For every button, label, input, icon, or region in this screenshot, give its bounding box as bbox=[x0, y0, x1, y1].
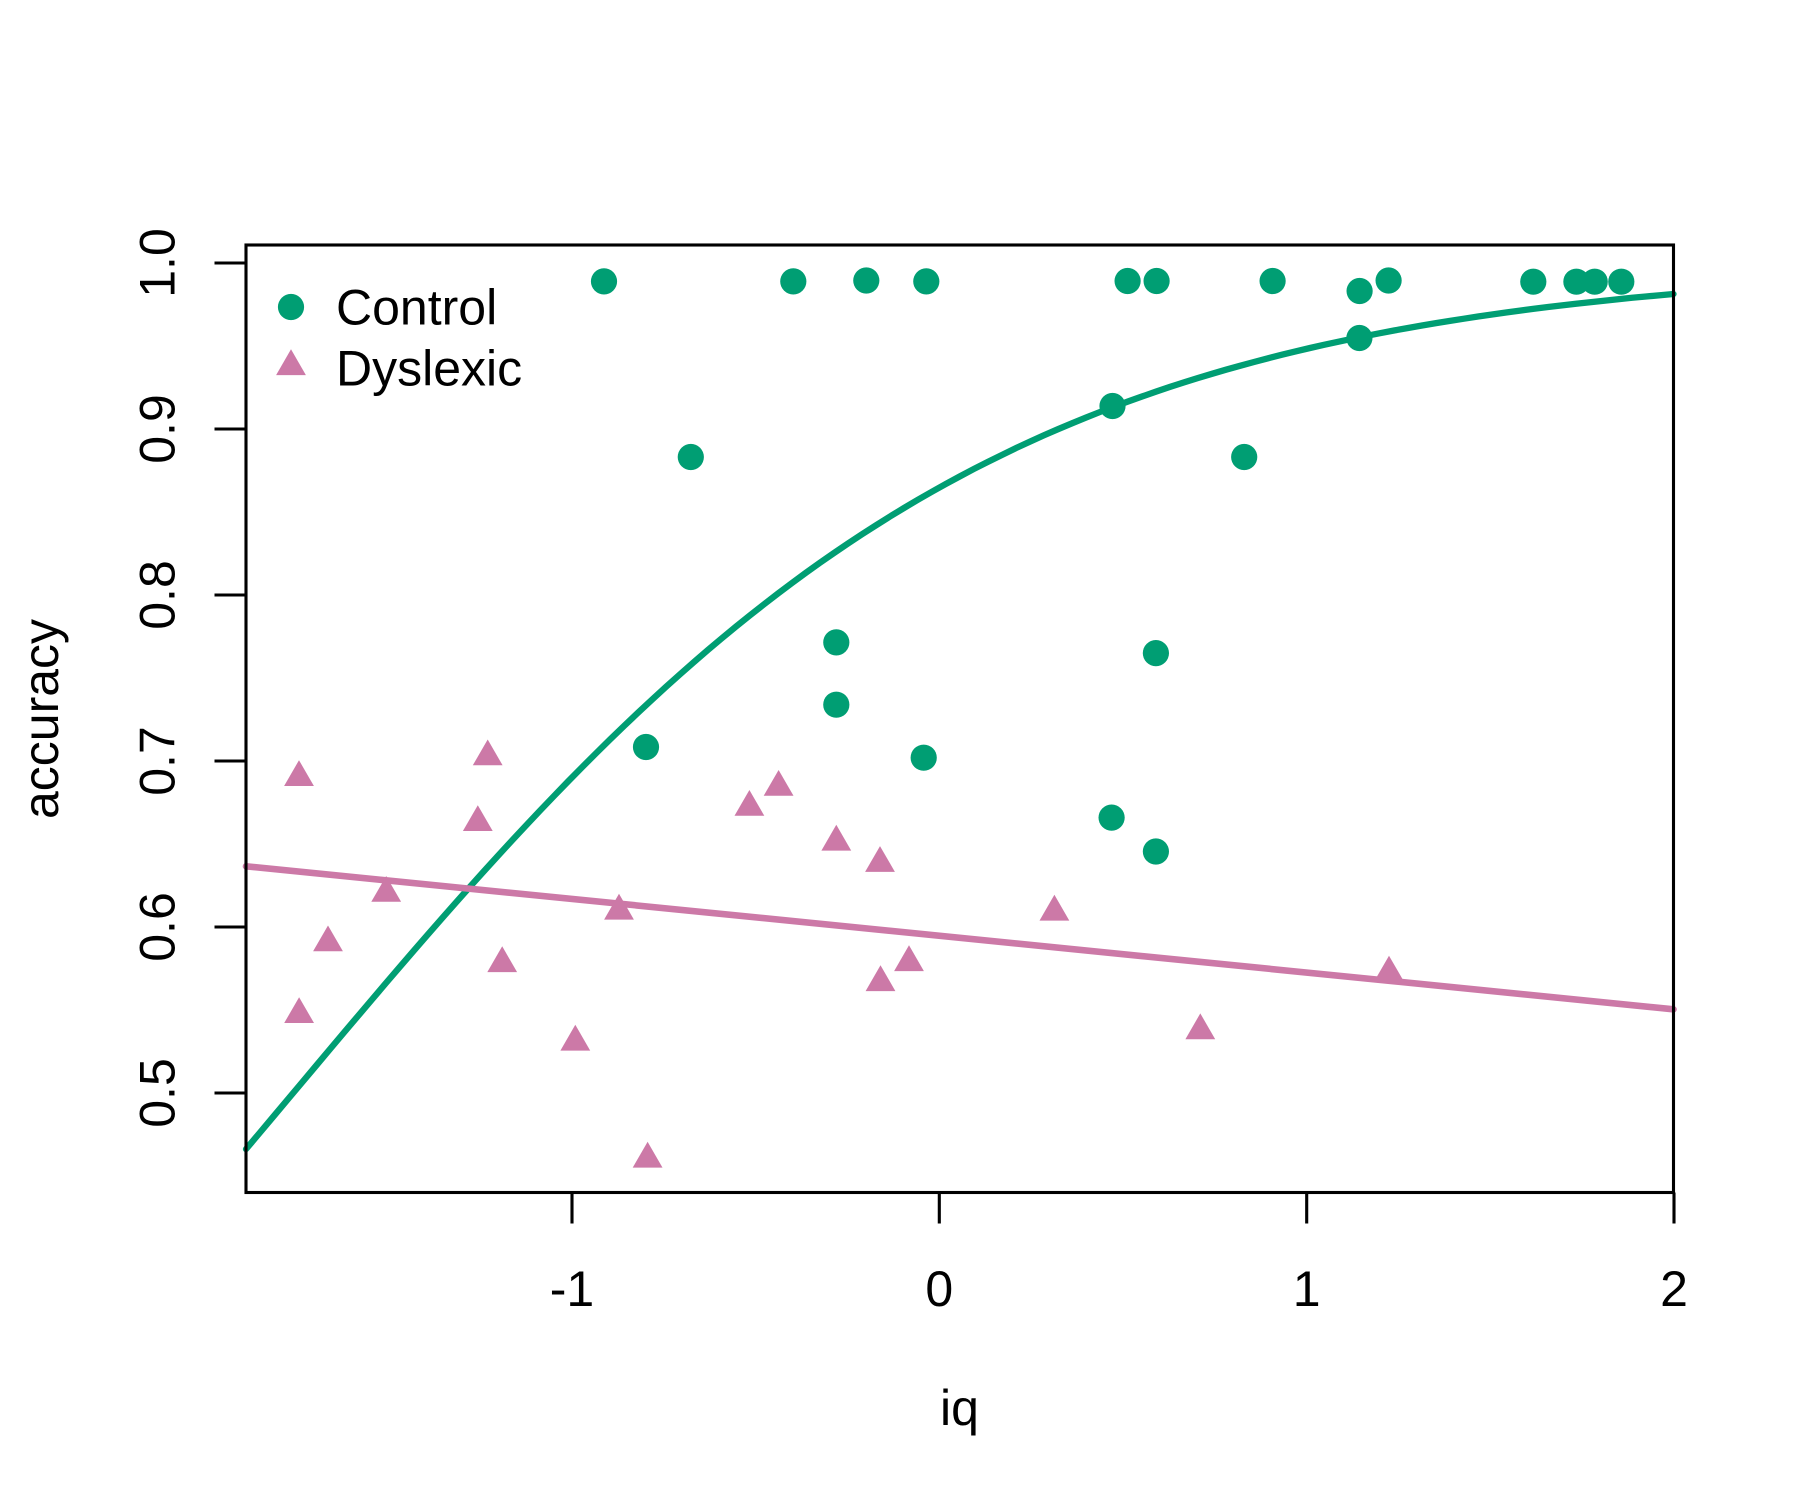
svg-text:2: 2 bbox=[1660, 1261, 1688, 1317]
svg-text:Dyslexic: Dyslexic bbox=[336, 341, 522, 397]
svg-text:1: 1 bbox=[1293, 1261, 1321, 1317]
svg-text:-1: -1 bbox=[550, 1261, 594, 1317]
svg-text:0.7: 0.7 bbox=[130, 726, 186, 796]
svg-text:0.6: 0.6 bbox=[130, 892, 186, 962]
svg-text:0.8: 0.8 bbox=[130, 560, 186, 630]
svg-text:1.0: 1.0 bbox=[130, 228, 186, 298]
svg-text:0.5: 0.5 bbox=[130, 1058, 186, 1128]
svg-text:iq: iq bbox=[940, 1380, 979, 1436]
svg-text:0.9: 0.9 bbox=[130, 394, 186, 464]
svg-text:0: 0 bbox=[925, 1261, 953, 1317]
svg-text:accuracy: accuracy bbox=[13, 619, 69, 819]
svg-text:Control: Control bbox=[336, 280, 497, 336]
